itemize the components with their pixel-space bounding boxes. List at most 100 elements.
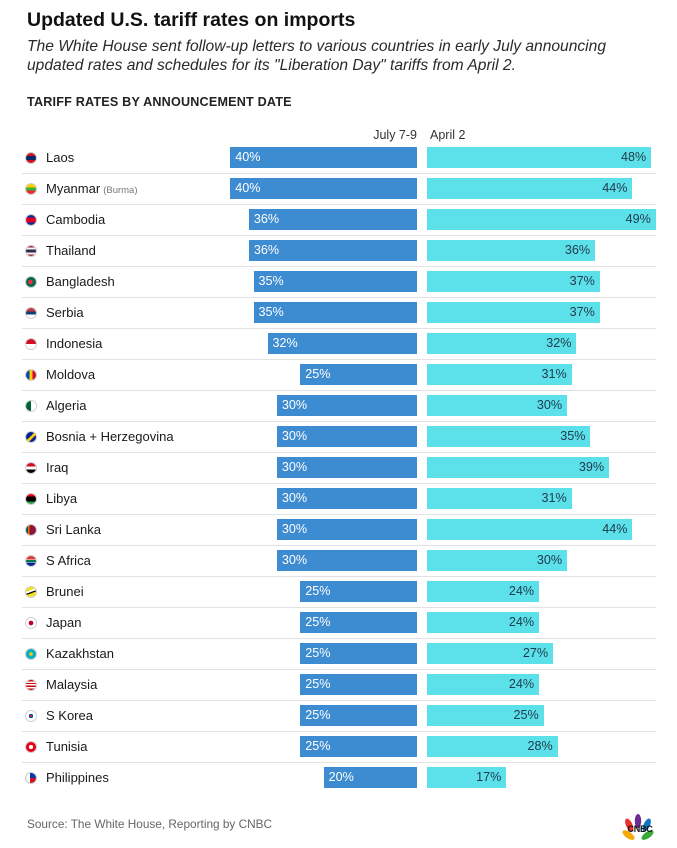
bar-april: 17% (427, 767, 507, 788)
chart-row: Indonesia 32% 32% (22, 329, 656, 360)
country-label: Brunei (46, 584, 84, 599)
country-label: Libya (46, 491, 78, 506)
country-label: Malaysia (46, 677, 98, 692)
country-label: Thailand (46, 243, 96, 258)
country-label: Moldova (46, 367, 96, 382)
bar-value-label: 30% (281, 460, 308, 474)
chart-row: Philippines 20% 17% (22, 763, 656, 794)
chart-row: Algeria 30% 30% (22, 391, 656, 422)
bar-april: 36% (427, 240, 596, 261)
bar-july: 30% (276, 395, 417, 416)
bar-april: 27% (427, 643, 554, 664)
bar-value-label: 39% (578, 460, 605, 474)
bar-april: 24% (427, 674, 540, 695)
row-separator (22, 297, 656, 298)
bar-july: 40% (230, 147, 417, 168)
bar-value-label: 36% (253, 212, 280, 226)
bar-value-label: 44% (602, 522, 628, 536)
bar-value-label: 25% (305, 646, 331, 660)
bar-value-label: 44% (602, 181, 628, 195)
bar-april: 31% (427, 364, 572, 385)
country-label: Philippines (46, 770, 109, 785)
row-separator (22, 514, 656, 515)
row-separator (22, 669, 656, 670)
bar-value-label: 30% (536, 398, 563, 412)
cnbc-logo-text: CNBC (627, 824, 653, 834)
bar-value-label: 35% (560, 429, 586, 443)
row-separator (22, 173, 656, 174)
bar-april: 30% (427, 550, 568, 571)
bar-july: 25% (300, 643, 417, 664)
chart-row: Laos 40% 48% (22, 143, 656, 174)
bar-april: 44% (427, 519, 633, 540)
bar-april: 32% (427, 333, 577, 354)
bar-value-label: 24% (508, 584, 535, 598)
chart-row: Cambodia 36% 49% (22, 205, 656, 236)
flag-laos-icon (25, 152, 37, 164)
flag-serbia-icon (25, 307, 37, 319)
flag-south-korea-icon (25, 710, 37, 722)
bar-value-label: 25% (305, 677, 331, 691)
bar-value-label: 25% (305, 584, 331, 598)
flag-algeria-icon (25, 400, 37, 412)
bar-value-label: 30% (281, 553, 308, 567)
bar-july: 25% (300, 581, 417, 602)
flag-tunisia-icon (25, 741, 37, 753)
bar-value-label: 31% (541, 491, 567, 505)
row-separator (22, 762, 656, 763)
country-label: Algeria (46, 398, 87, 413)
bar-april: 28% (427, 736, 558, 757)
flag-bangladesh-icon (25, 276, 37, 288)
country-label: Serbia (46, 305, 84, 320)
row-separator (22, 576, 656, 577)
bar-value-label: 30% (281, 522, 308, 536)
row-separator (22, 328, 656, 329)
bar-april: 24% (427, 581, 540, 602)
series-header-july: July 7-9 (373, 128, 417, 142)
bar-july: 32% (267, 333, 417, 354)
bar-july: 30% (276, 519, 417, 540)
bar-july: 25% (300, 705, 417, 726)
bar-july: 20% (323, 767, 417, 788)
row-separator (22, 607, 656, 608)
country-label: Bangladesh (46, 274, 115, 289)
bar-april: 30% (427, 395, 568, 416)
country-label: Myanmar (Burma) (46, 181, 138, 196)
bar-july: 35% (253, 302, 417, 323)
bar-value-label: 25% (305, 615, 331, 629)
bar-july: 35% (253, 271, 417, 292)
bar-july: 25% (300, 612, 417, 633)
chart-row: Tunisia 25% 28% (22, 732, 656, 763)
row-separator (22, 545, 656, 546)
bar-value-label: 28% (527, 739, 553, 753)
flag-iraq-icon (25, 462, 37, 474)
row-separator (22, 700, 656, 701)
country-label: Sri Lanka (46, 522, 101, 537)
bar-value-label: 35% (258, 305, 284, 319)
country-label: Laos (46, 150, 75, 165)
bar-value-label: 37% (569, 274, 595, 288)
bar-value-label: 40% (235, 150, 261, 164)
row-separator (22, 421, 656, 422)
flag-sri-lanka-icon (25, 524, 37, 536)
bar-value-label: 27% (522, 646, 549, 660)
chart-row: Kazakhstan 25% 27% (22, 639, 656, 670)
chart-row: S Africa 30% 30% (22, 546, 656, 577)
bar-july: 25% (300, 736, 417, 757)
chart-title: Updated U.S. tariff rates on imports (27, 9, 356, 31)
bar-value-label: 24% (508, 677, 535, 691)
country-label: Indonesia (46, 336, 103, 351)
country-label: S Korea (46, 708, 93, 723)
flag-cambodia-icon (25, 214, 37, 226)
flag-brunei-icon (25, 586, 37, 598)
bar-april: 37% (427, 302, 600, 323)
row-separator (22, 204, 656, 205)
bar-april: 48% (427, 147, 652, 168)
bar-july: 36% (248, 209, 417, 230)
bar-april: 24% (427, 612, 540, 633)
flag-bosnia-icon (25, 431, 37, 443)
row-separator (22, 359, 656, 360)
bar-april: 25% (427, 705, 544, 726)
country-label: Bosnia + Herzegovina (46, 429, 174, 444)
